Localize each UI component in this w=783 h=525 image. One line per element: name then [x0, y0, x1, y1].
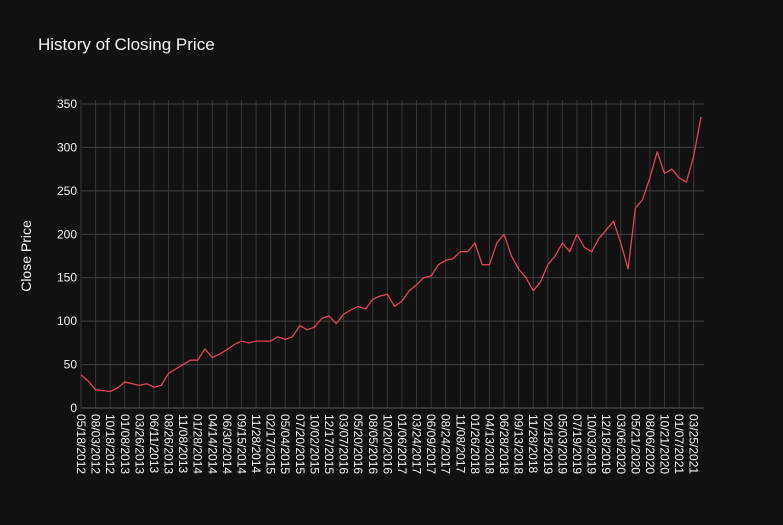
x-tick-label: 04/13/2018	[482, 414, 496, 474]
x-tick-label: 08/05/2016	[366, 414, 380, 474]
y-tick-label: 250	[57, 184, 77, 198]
x-tick-label: 12/18/2019	[599, 414, 613, 474]
x-tick-label: 01/07/2021	[672, 414, 686, 474]
x-tick-label: 02/15/2019	[541, 414, 555, 474]
x-tick-label: 01/28/2014	[191, 414, 205, 474]
x-tick-label: 10/18/2012	[103, 414, 117, 474]
y-tick-label: 50	[64, 358, 78, 372]
x-tick-label: 08/24/2017	[439, 414, 453, 474]
x-tick-label: 04/14/2014	[205, 414, 219, 474]
x-tick-label: 10/21/2020	[658, 414, 672, 474]
x-tick-label: 11/28/2014	[249, 414, 263, 473]
x-tick-label: 11/08/2017	[453, 414, 467, 473]
price-line	[80, 116, 702, 393]
x-tick-label: 05/03/2019	[555, 414, 569, 474]
x-tick-label: 11/08/2013	[176, 414, 190, 473]
x-tick-label: 09/15/2014	[234, 414, 248, 474]
x-tick-label: 05/20/2016	[351, 414, 365, 474]
x-tick-label: 05/04/2015	[278, 414, 292, 474]
y-tick-label: 350	[57, 97, 77, 111]
x-tick-label: 01/08/2013	[118, 414, 132, 474]
x-tick-label: 03/06/2020	[614, 414, 628, 474]
x-tick-label: 06/30/2014	[220, 414, 234, 474]
x-tick-label: 06/09/2017	[424, 414, 438, 474]
x-tick-label: 08/03/2012	[89, 414, 103, 474]
chart-title: History of Closing Price	[38, 35, 215, 54]
x-tick-label: 07/20/2015	[293, 414, 307, 474]
x-tick-label: 09/13/2018	[512, 414, 526, 474]
x-tick-label: 11/28/2018	[526, 414, 540, 473]
x-tick-label: 10/02/2015	[307, 414, 321, 474]
x-tick-label: 03/24/2017	[410, 414, 424, 474]
x-tick-label: 05/18/2012	[74, 414, 88, 474]
y-axis-label: Close Price	[18, 220, 34, 292]
x-tick-label: 06/11/2013	[147, 414, 161, 473]
x-tick-label: 12/17/2015	[322, 414, 336, 474]
x-tick-label: 03/07/2016	[337, 414, 351, 474]
y-tick-label: 300	[57, 140, 77, 154]
x-tick-label: 01/06/2017	[395, 414, 409, 474]
y-tick-label: 0	[70, 401, 77, 415]
x-tick-label: 02/17/2015	[264, 414, 278, 474]
x-tick-label: 03/25/2021	[687, 414, 701, 474]
y-tick-label: 150	[57, 271, 77, 285]
y-tick-label: 200	[57, 227, 77, 241]
x-tick-label: 07/19/2019	[570, 414, 584, 474]
x-tick-label: 01/26/2018	[468, 414, 482, 474]
x-tick-label: 03/26/2013	[132, 414, 146, 474]
x-tick-label: 05/21/2020	[628, 414, 642, 474]
x-tick-label: 06/28/2018	[497, 414, 511, 474]
x-tick-label: 08/06/2020	[643, 414, 657, 474]
x-tick-label: 08/26/2013	[162, 414, 176, 474]
x-tick-label: 10/03/2019	[585, 414, 599, 474]
x-tick-label: 10/20/2016	[380, 414, 394, 474]
y-tick-label: 100	[57, 314, 77, 328]
